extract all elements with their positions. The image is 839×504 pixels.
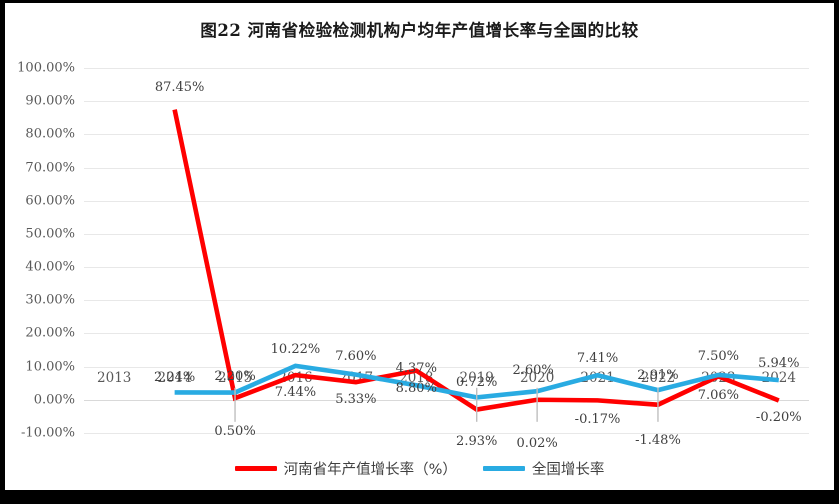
gridline	[84, 68, 809, 69]
gridline	[84, 267, 809, 269]
data-label-national-2017: 7.60%	[335, 348, 377, 364]
gridline	[84, 366, 809, 368]
data-label-henan-2017: 5.33%	[335, 392, 377, 408]
legend-swatch-henan-icon	[234, 466, 277, 471]
gridline	[84, 399, 809, 401]
y-axis-tick-1000: 10.00%	[25, 359, 75, 375]
data-label-national-2014: 2.24%	[153, 370, 196, 386]
data-label-national-2018: 4.37%	[395, 361, 437, 377]
gridline	[84, 300, 809, 302]
gridline	[84, 101, 809, 103]
data-label-henan-2016: 7.44%	[274, 385, 317, 401]
x-axis-tick-2014: 2014	[157, 370, 192, 386]
gridline	[84, 167, 809, 169]
plot-area: 100.00% 90.00% 80.00% 70.00% 60.00% 50.00% 40.…	[17, 61, 809, 451]
series-lines	[172, 109, 780, 422]
data-label-national-2019: 0.72%	[456, 375, 498, 391]
legend-swatch-national-icon	[482, 466, 525, 471]
data-label-henan-2020: 0.02%	[516, 435, 558, 451]
data-label-henan-2015: 0.50%	[214, 424, 256, 440]
y-axis-tick-5000: 50.00%	[25, 226, 75, 242]
gridline	[84, 233, 809, 235]
legend-label-henan: 河南省年产值增长率（%）	[283, 462, 457, 478]
y-axis-tick-4000: 40.00%	[25, 259, 75, 275]
data-label-national-2023: 7.50%	[697, 348, 740, 364]
y-axis-tick-2000: 20.00%	[25, 325, 75, 341]
y-axis-tick-9000: 90.00%	[25, 93, 75, 109]
data-label-national-2021: 7.41%	[576, 351, 619, 367]
legend-item-national[interactable]: 全国增长率	[482, 458, 605, 479]
data-label-national-2016: 10.22%	[270, 341, 321, 357]
y-axis-tick-6000: 60.00%	[25, 193, 75, 209]
data-label-henan-2023: 7.06%	[697, 388, 740, 404]
chart-figure: 图22 河南省检验检测机构户均年产值增长率与全国的比较 100.00% 90.00…	[5, 3, 834, 490]
data-label-national-2024: 5.94%	[758, 356, 800, 372]
data-label-henan-2021: -0.17%	[574, 412, 621, 428]
y-axis-tick-000: 0.00%	[33, 392, 75, 408]
data-label-henan-2022: -1.48%	[635, 432, 681, 448]
gridline	[84, 333, 809, 335]
legend-item-henan[interactable]: 河南省年产值增长率（%）	[234, 458, 457, 479]
x-axis-tick-2015: 2015	[217, 370, 253, 386]
data-label-henan-2018: 8.80%	[395, 380, 437, 396]
y-axis-tick-8000: 80.00%	[25, 126, 75, 142]
chart-legend: 河南省年产值增长率（%） 全国增长率	[5, 458, 834, 479]
data-label-national-2015: 2.20%	[214, 368, 256, 384]
data-label-national-2022: 2.91%	[637, 368, 679, 384]
y-axis-tick--1000: -10.00%	[21, 425, 75, 441]
gridline	[84, 200, 809, 202]
y-axis-tick-7000: 70.00%	[25, 160, 75, 176]
data-label-henan-2024: -0.20%	[755, 410, 802, 426]
y-axis-tick-3000: 30.00%	[25, 292, 75, 308]
data-label-henan-2019: 2.93%	[456, 433, 498, 449]
data-label-henan-2014: 87.45%	[154, 79, 205, 95]
data-label-national-2020: 2.60%	[512, 363, 554, 379]
x-axis-tick-2020: 2020	[519, 370, 555, 386]
legend-label-national: 全国增长率	[531, 462, 605, 478]
series-line-henan	[172, 109, 780, 412]
x-axis-tick-2019: 2019	[459, 370, 494, 386]
gridline	[84, 134, 809, 136]
x-axis-tick-2021: 2021	[580, 370, 615, 386]
y-axis-tick-10000: 100.00%	[17, 60, 75, 76]
x-axis-tick-2013: 2013	[97, 370, 132, 386]
page-title: 图22 河南省检验检测机构户均年产值增长率与全国的比较	[200, 21, 639, 40]
x-axis-tick-2022: 2022	[640, 370, 676, 386]
gridline	[84, 433, 809, 434]
